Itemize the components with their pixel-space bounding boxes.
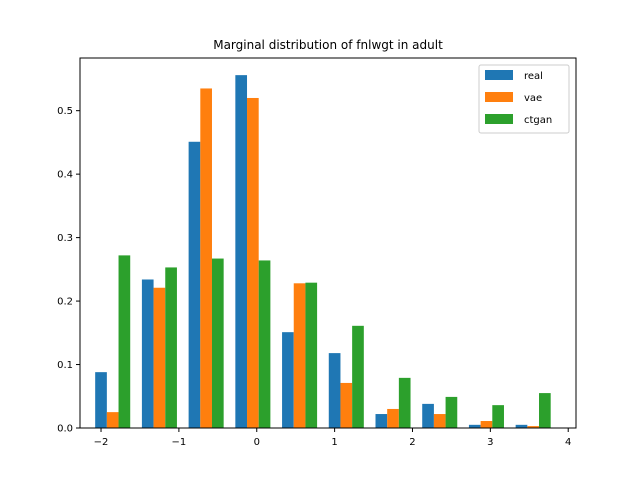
y-axis-ticks: 0.0 0.1 0.2 0.3 0.4 0.5 xyxy=(57,106,80,435)
y-tick-label: 0.2 xyxy=(57,297,73,308)
bar-vae-6 xyxy=(387,408,399,428)
bar-vae-7 xyxy=(433,414,446,428)
bar-real-8 xyxy=(468,424,481,428)
x-tick-label: 2 xyxy=(409,437,415,448)
x-tick-label: 3 xyxy=(487,437,493,448)
x-axis-ticks: −2 −1 0 1 2 3 4 xyxy=(94,428,571,448)
bar-vae-0 xyxy=(106,412,119,428)
bar-real-5 xyxy=(328,353,341,428)
bar-vae-2 xyxy=(200,88,212,429)
bar-real-7 xyxy=(422,403,434,428)
y-tick-label: 0.4 xyxy=(57,170,73,181)
y-tick-label: 0.1 xyxy=(57,360,73,371)
x-tick-label: 1 xyxy=(331,437,337,448)
y-tick-label: 0.0 xyxy=(57,424,73,435)
bar-vae-4 xyxy=(293,283,306,428)
legend: real vae ctgan xyxy=(478,64,570,134)
legend-swatch-vae xyxy=(485,92,513,102)
bar-real-3 xyxy=(235,75,248,428)
legend-label-ctgan: ctgan xyxy=(524,115,552,126)
bar-vae-8 xyxy=(480,421,493,428)
bar-vae-1 xyxy=(153,287,166,428)
legend-swatch-ctgan xyxy=(485,114,513,124)
x-tick-label: −1 xyxy=(172,437,187,448)
bar-real-4 xyxy=(282,332,294,428)
bar-ctgan-6 xyxy=(398,377,411,428)
bar-ctgan-8 xyxy=(492,405,504,428)
bar-ctgan-5 xyxy=(352,325,364,428)
x-tick-label: 0 xyxy=(254,437,260,448)
bars-layer xyxy=(95,75,551,429)
bar-ctgan-4 xyxy=(305,282,318,428)
legend-swatch-real xyxy=(485,70,513,80)
bar-real-0 xyxy=(95,372,107,428)
bar-ctgan-9 xyxy=(539,393,551,428)
y-tick-label: 0.5 xyxy=(57,106,73,117)
x-tick-label: −2 xyxy=(94,437,109,448)
bar-ctgan-3 xyxy=(258,260,271,428)
legend-label-vae: vae xyxy=(524,93,542,104)
chart-title: Marginal distribution of fnlwgt in adult xyxy=(213,38,443,52)
bar-vae-3 xyxy=(247,97,259,428)
bar-real-9 xyxy=(515,424,528,428)
bar-vae-9 xyxy=(527,426,540,428)
bar-ctgan-1 xyxy=(165,267,177,428)
bar-ctgan-7 xyxy=(445,396,458,428)
bar-ctgan-2 xyxy=(211,258,224,428)
bar-real-2 xyxy=(188,141,201,428)
bar-ctgan-0 xyxy=(118,255,131,428)
x-tick-label: 4 xyxy=(565,437,571,448)
bar-real-6 xyxy=(375,414,388,428)
plot-frame xyxy=(79,57,577,429)
legend-label-real: real xyxy=(524,71,543,82)
y-tick-label: 0.3 xyxy=(57,233,73,244)
bar-vae-5 xyxy=(340,382,353,428)
bar-real-1 xyxy=(141,279,154,428)
